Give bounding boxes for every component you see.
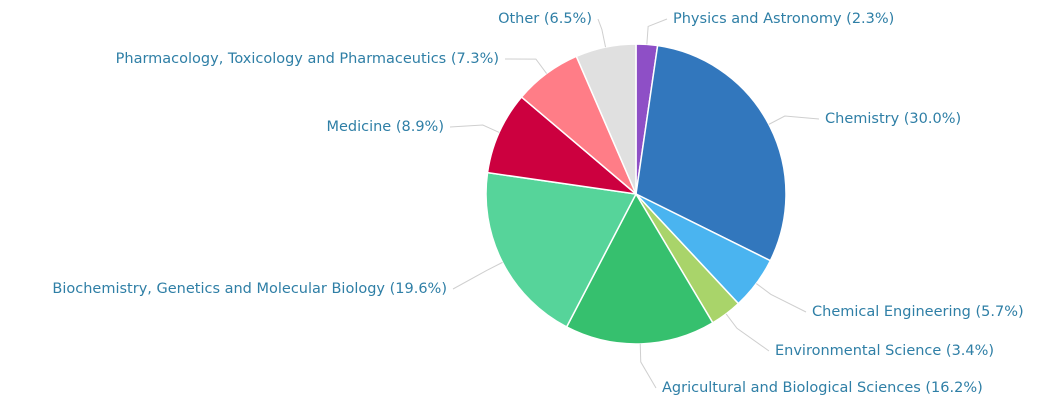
leader-line: [639, 343, 657, 389]
leader-line: [504, 58, 548, 74]
slice-label: Other (6.5%): [498, 11, 592, 27]
slice-label: Medicine (8.9%): [326, 119, 444, 135]
slice-label: Chemistry (30.0%): [825, 111, 961, 127]
slice-label: Pharmacology, Toxicology and Pharmaceuti…: [116, 51, 499, 67]
slice-label: Biochemistry, Genetics and Molecular Bio…: [52, 281, 447, 297]
leader-line: [452, 261, 503, 290]
slice: [485, 171, 638, 328]
leader-line: [449, 124, 500, 133]
leader-line: [597, 18, 607, 48]
leader-line: [725, 313, 770, 352]
slice: [486, 95, 639, 196]
leader-line: [756, 283, 807, 313]
leader-line: [646, 18, 668, 45]
slice-label: Physics and Astronomy (2.3%): [673, 11, 894, 27]
slice-label: Environmental Science (3.4%): [775, 343, 994, 359]
slice-label: Agricultural and Biological Sciences (16…: [662, 380, 983, 396]
slice-label: Chemical Engineering (5.7%): [812, 304, 1024, 320]
leader-line: [768, 115, 820, 125]
slice: [565, 192, 714, 345]
slice: [575, 43, 637, 195]
